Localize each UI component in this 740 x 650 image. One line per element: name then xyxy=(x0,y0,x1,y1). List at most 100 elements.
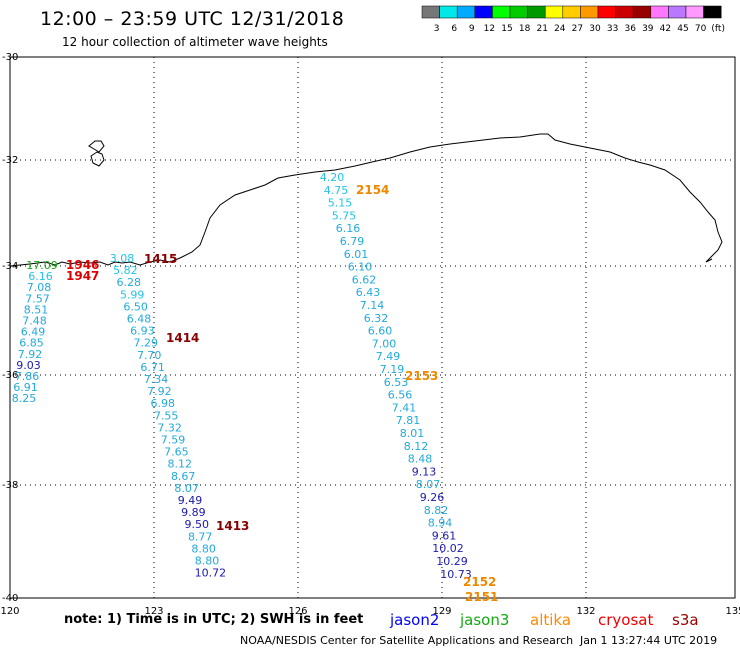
credit-text: NOAA/NESDIS Center for Satellite Applica… xyxy=(240,634,574,647)
wave-height-label: 8.48 xyxy=(408,453,433,466)
legend-tick-label: 30 xyxy=(589,24,601,34)
wave-height-label: 6.50 xyxy=(123,300,148,313)
lat-tick-label: -30 xyxy=(2,52,18,63)
wave-height-label: 10.72 xyxy=(195,567,227,580)
legend-tick-label: 21 xyxy=(536,24,547,34)
wave-height-label: 6.16 xyxy=(336,222,361,235)
wave-height-label: 6.79 xyxy=(340,235,365,248)
page-subtitle: 12 hour collection of altimeter wave hei… xyxy=(62,35,328,49)
wave-height-label: 9.49 xyxy=(178,494,203,507)
wave-height-label: 8.01 xyxy=(400,427,425,440)
wave-height-label: 5.15 xyxy=(328,197,353,210)
legend-tick-label: 12 xyxy=(484,24,495,34)
pass-time-label: 1414 xyxy=(166,331,199,345)
lat-tick-label: -32 xyxy=(2,155,18,166)
pass-time-label: 2154 xyxy=(356,183,389,197)
recherche-archipelago-island xyxy=(88,140,105,153)
wave-height-label: 7.57 xyxy=(25,292,50,305)
lat-tick-label: -34 xyxy=(2,261,18,272)
wave-height-label: 8.07 xyxy=(416,478,441,491)
wave-height-label: 8.12 xyxy=(168,458,193,471)
wave-height-label: 6.01 xyxy=(344,248,369,261)
wave-height-label: 7.19 xyxy=(380,363,405,376)
wave-height-label: 6.91 xyxy=(13,381,38,394)
wave-height-label: 6.53 xyxy=(384,376,409,389)
pass-time-label: 1946 xyxy=(66,258,99,272)
wave-height-label: 7.41 xyxy=(392,401,417,414)
wave-height-label: 8.80 xyxy=(195,555,220,568)
lat-tick-label: -36 xyxy=(2,370,18,381)
wave-height-label: 6.98 xyxy=(151,397,176,410)
wave-height-label: 6.60 xyxy=(368,325,393,338)
legend-tick-label: 33 xyxy=(607,24,618,34)
wave-height-label: 5.75 xyxy=(332,209,357,222)
wave-height-label: 6.56 xyxy=(388,389,413,402)
wave-height-label: 6.71 xyxy=(140,361,165,374)
wave-height-label: 9.03 xyxy=(16,359,41,372)
wave-height-label: 7.32 xyxy=(157,421,182,434)
wave-height-label: 7.49 xyxy=(376,350,401,363)
wave-height-label: 6.32 xyxy=(364,312,389,325)
pass-time-label: 2152 xyxy=(463,575,496,589)
pass-time-label: 1413 xyxy=(216,519,249,533)
wave-height-label: 8.80 xyxy=(191,542,216,555)
legend-tick-label: 24 xyxy=(554,24,566,34)
wave-height-label: 5.82 xyxy=(113,264,138,277)
lon-tick-label: 132 xyxy=(576,606,595,617)
lon-tick-label: 129 xyxy=(432,606,451,617)
wave-height-label: 9.26 xyxy=(420,491,445,504)
wave-height-label: 6.49 xyxy=(21,326,46,339)
wave-height-label: 9.13 xyxy=(412,465,437,478)
wave-height-label: 7.00 xyxy=(372,337,397,350)
legend-tick-label: 6 xyxy=(451,24,457,34)
wave-height-label: 17.09 xyxy=(26,259,58,272)
satellite-tracks: 17.096.167.087.578.517.486.496.857.929.0… xyxy=(12,171,472,581)
wave-height-label: 7.86 xyxy=(15,370,40,383)
legend-tick-label: 27 xyxy=(572,24,583,34)
legend-s3a: s3a xyxy=(672,611,699,629)
wave-height-label: 7.55 xyxy=(154,409,179,422)
wave-height-label: 9.89 xyxy=(181,506,206,519)
wave-height-label: 4.20 xyxy=(320,171,345,184)
legend-tick-label: 3 xyxy=(434,24,440,34)
legend-cryosat: cryosat xyxy=(598,611,654,629)
legend-altika: altika xyxy=(530,611,572,629)
lat-tick-label: -40 xyxy=(2,593,18,604)
lon-tick-label: 120 xyxy=(0,606,19,617)
legend-jason3: jason3 xyxy=(460,611,510,629)
wave-height-label: 8.12 xyxy=(404,440,429,453)
wave-height-label: 5.99 xyxy=(120,288,145,301)
wave-height-label: 7.81 xyxy=(396,414,421,427)
wave-height-label: 7.65 xyxy=(164,446,189,459)
legend-tick-label: 42 xyxy=(660,24,671,34)
wave-height-label: 10.02 xyxy=(432,542,464,555)
legend-tick-label: 36 xyxy=(624,24,636,34)
lat-lon-grid: 120 123 126 129 132 135 -30 -32 -34 -36 -38 -40 xyxy=(0,52,740,617)
legend-tick-label: 18 xyxy=(519,24,531,34)
legend-swatch xyxy=(703,5,722,19)
lat-tick-label: -38 xyxy=(2,480,18,491)
australia-coastline xyxy=(9,133,723,267)
wave-height-label: 6.48 xyxy=(127,313,152,326)
wave-height-label: 7.48 xyxy=(22,315,47,328)
wave-height-label: 7.34 xyxy=(144,373,169,386)
wave-height-label: 6.62 xyxy=(352,273,377,286)
wave-height-label: 8.25 xyxy=(12,392,37,405)
wave-height-label: 10.29 xyxy=(436,555,468,568)
wave-height-label: 10.73 xyxy=(440,568,472,581)
pass-time-label: 1415 xyxy=(144,252,177,266)
wave-height-label: 6.85 xyxy=(19,337,44,350)
wave-height-label: 7.29 xyxy=(134,337,159,350)
wave-height-label: 6.16 xyxy=(28,270,53,283)
legend-jason2: jason2 xyxy=(390,611,440,629)
lon-tick-label: 123 xyxy=(144,606,163,617)
island-small xyxy=(90,151,105,167)
legend-tick-label: 15 xyxy=(501,24,512,34)
wave-height-label: 6.93 xyxy=(130,325,155,338)
wave-height-label: 8.82 xyxy=(424,504,449,517)
wave-height-label: 4.75 xyxy=(324,184,349,197)
wave-height-label: 8.51 xyxy=(24,303,49,316)
pass-time-label: 1947 xyxy=(66,269,99,283)
